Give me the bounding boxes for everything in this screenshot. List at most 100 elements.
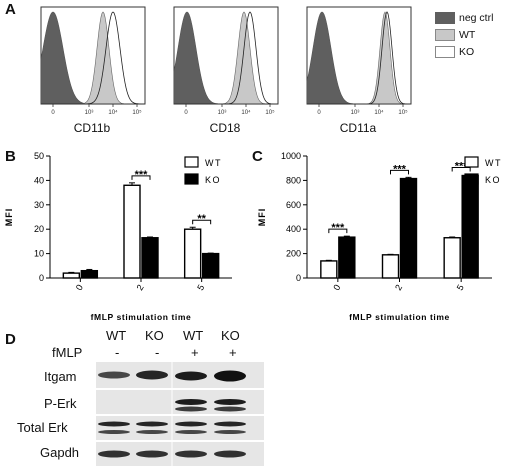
legend-item-ko: KO [435,44,493,61]
y-tick-label: 600 [286,200,301,210]
blot-band [175,450,207,458]
histogram-x-tick-label: 10⁴ [241,109,251,116]
histogram-xlabel-cd18: CD18 [209,121,241,135]
blot-strip-total-erk [96,416,264,440]
panel-label-d: D [5,331,16,348]
legend-swatch-ko [464,173,479,185]
histogram-ko-curve [307,11,411,105]
blot-genotype-2: KO [145,328,164,343]
blot-band [175,371,207,381]
legend-item-neg-ctrl: neg ctrl [435,10,493,27]
blot-fmlp-label: fMLP [52,345,83,360]
blot-row-label-total-erk: Total Erk [17,420,68,435]
y-tick-label: 30 [34,200,44,210]
blot-row-label-gapdh: Gapdh [40,445,80,460]
y-tick-label: 40 [34,175,44,185]
histogram-xlabel-cd11b: CD11b [73,121,111,135]
histogram-x-tick-label: 10⁵ [132,109,142,116]
bar-ko-0 [338,236,356,279]
significance-label: ** [197,213,206,225]
legend-swatch-ko [184,173,199,185]
histogram-panel-cd18: 0 10³ 10⁴ 10⁵ [173,6,279,116]
blot-band [98,421,130,427]
blot-genotype-1: WT [106,328,127,343]
histogram-xlabel-cd11a: CD11a [339,121,377,135]
histogram-x-tick-label: 0 [317,110,321,116]
y-tick-label: 0 [39,273,44,283]
histogram-x-tick-label: 0 [51,110,55,116]
legend-swatch-wt [435,29,455,42]
x-tick-label-2: 2 [393,283,404,292]
bar-wt-0 [320,260,338,279]
histogram-x-tick-label: 0 [184,110,188,116]
histogram-legend: neg ctrl WT KO [435,10,493,61]
y-tick-label: 20 [34,224,44,234]
blot-band [214,370,246,382]
significance-label: *** [393,163,407,175]
blot-fmlp-state-2: - [155,345,160,360]
bar-chart-c: 0 200 400 600 800 1000 MFI fMLP stimulation tim… [257,151,502,321]
blot-band [214,399,246,405]
blot-band [136,430,168,434]
legend-swatch-ko [435,46,455,59]
blot-band [136,450,168,458]
legend-label-wt: WT [485,158,502,168]
y-tick-label: 200 [286,249,301,259]
panel-label-a: A [5,1,16,18]
y-tick-label: 50 [34,151,44,161]
blot-fmlp-state-4: + [229,345,237,360]
bar-ko-2 [141,237,159,279]
blot-fmlp-state-3: + [191,345,199,360]
x-axis-label: fMLP stimulation time [91,312,192,321]
histogram-x-tick-label: 10⁵ [398,109,408,116]
legend-label-wt: WT [459,29,476,41]
significance-bracket [390,169,409,175]
bar-wt-5 [183,228,202,279]
y-tick-label: 800 [286,175,301,185]
y-tick-label: 400 [286,224,301,234]
blot-strip-gapdh [96,442,264,466]
y-tick-label: 10 [34,249,44,259]
y-axis-label: MFI [4,208,14,227]
histogram-x-tick-label: 10⁴ [374,109,384,116]
histogram-panel-cd11b: 0 10³ 10⁴ 10⁵ [40,6,146,116]
significance-bracket [328,228,348,234]
legend-label-ko: KO [485,175,501,185]
significance-bracket [192,219,212,225]
blot-band [98,371,130,379]
blot-row-label-p-erk: P-Erk [44,396,77,411]
blot-genotype-4: KO [221,328,240,343]
blot-band [214,450,246,458]
legend-label-wt: WT [205,158,222,168]
legend-swatch-neg-ctrl [435,12,455,25]
bar-ko-0 [80,269,99,279]
bar-wt-5 [443,237,461,279]
x-axis-label: fMLP stimulation time [349,312,450,321]
blot-band [214,406,246,412]
blot-strip-itgam [96,362,264,388]
histogram-x-tick-label: 10⁴ [108,109,118,116]
significance-bracket [451,167,471,172]
panel-label-c: C [252,148,263,165]
bar-ko-5 [201,252,220,279]
blot-band [214,430,246,434]
bar-ko-2 [399,177,418,279]
x-tick-label-5: 5 [455,283,466,292]
blot-band [175,399,207,405]
blot-band [214,421,246,427]
x-tick-label-0: 0 [74,283,85,292]
blot-band [175,430,207,434]
y-axis-label: MFI [257,208,267,227]
blot-band [175,406,207,412]
western-blot-image [96,362,264,466]
significance-bracket [131,175,151,180]
significance-label: *** [135,169,149,181]
histogram-x-tick-label: 10³ [85,110,94,116]
histogram-x-tick-label: 10³ [351,110,360,116]
legend-label-ko: KO [459,46,475,58]
legend-label-neg-ctrl: neg ctrl [459,12,494,24]
blot-band [98,450,130,458]
blot-band [136,370,168,380]
bar-wt-2 [381,254,400,279]
histogram-panel-cd11a: 0 10³ 10⁴ 10⁵ [306,6,412,116]
